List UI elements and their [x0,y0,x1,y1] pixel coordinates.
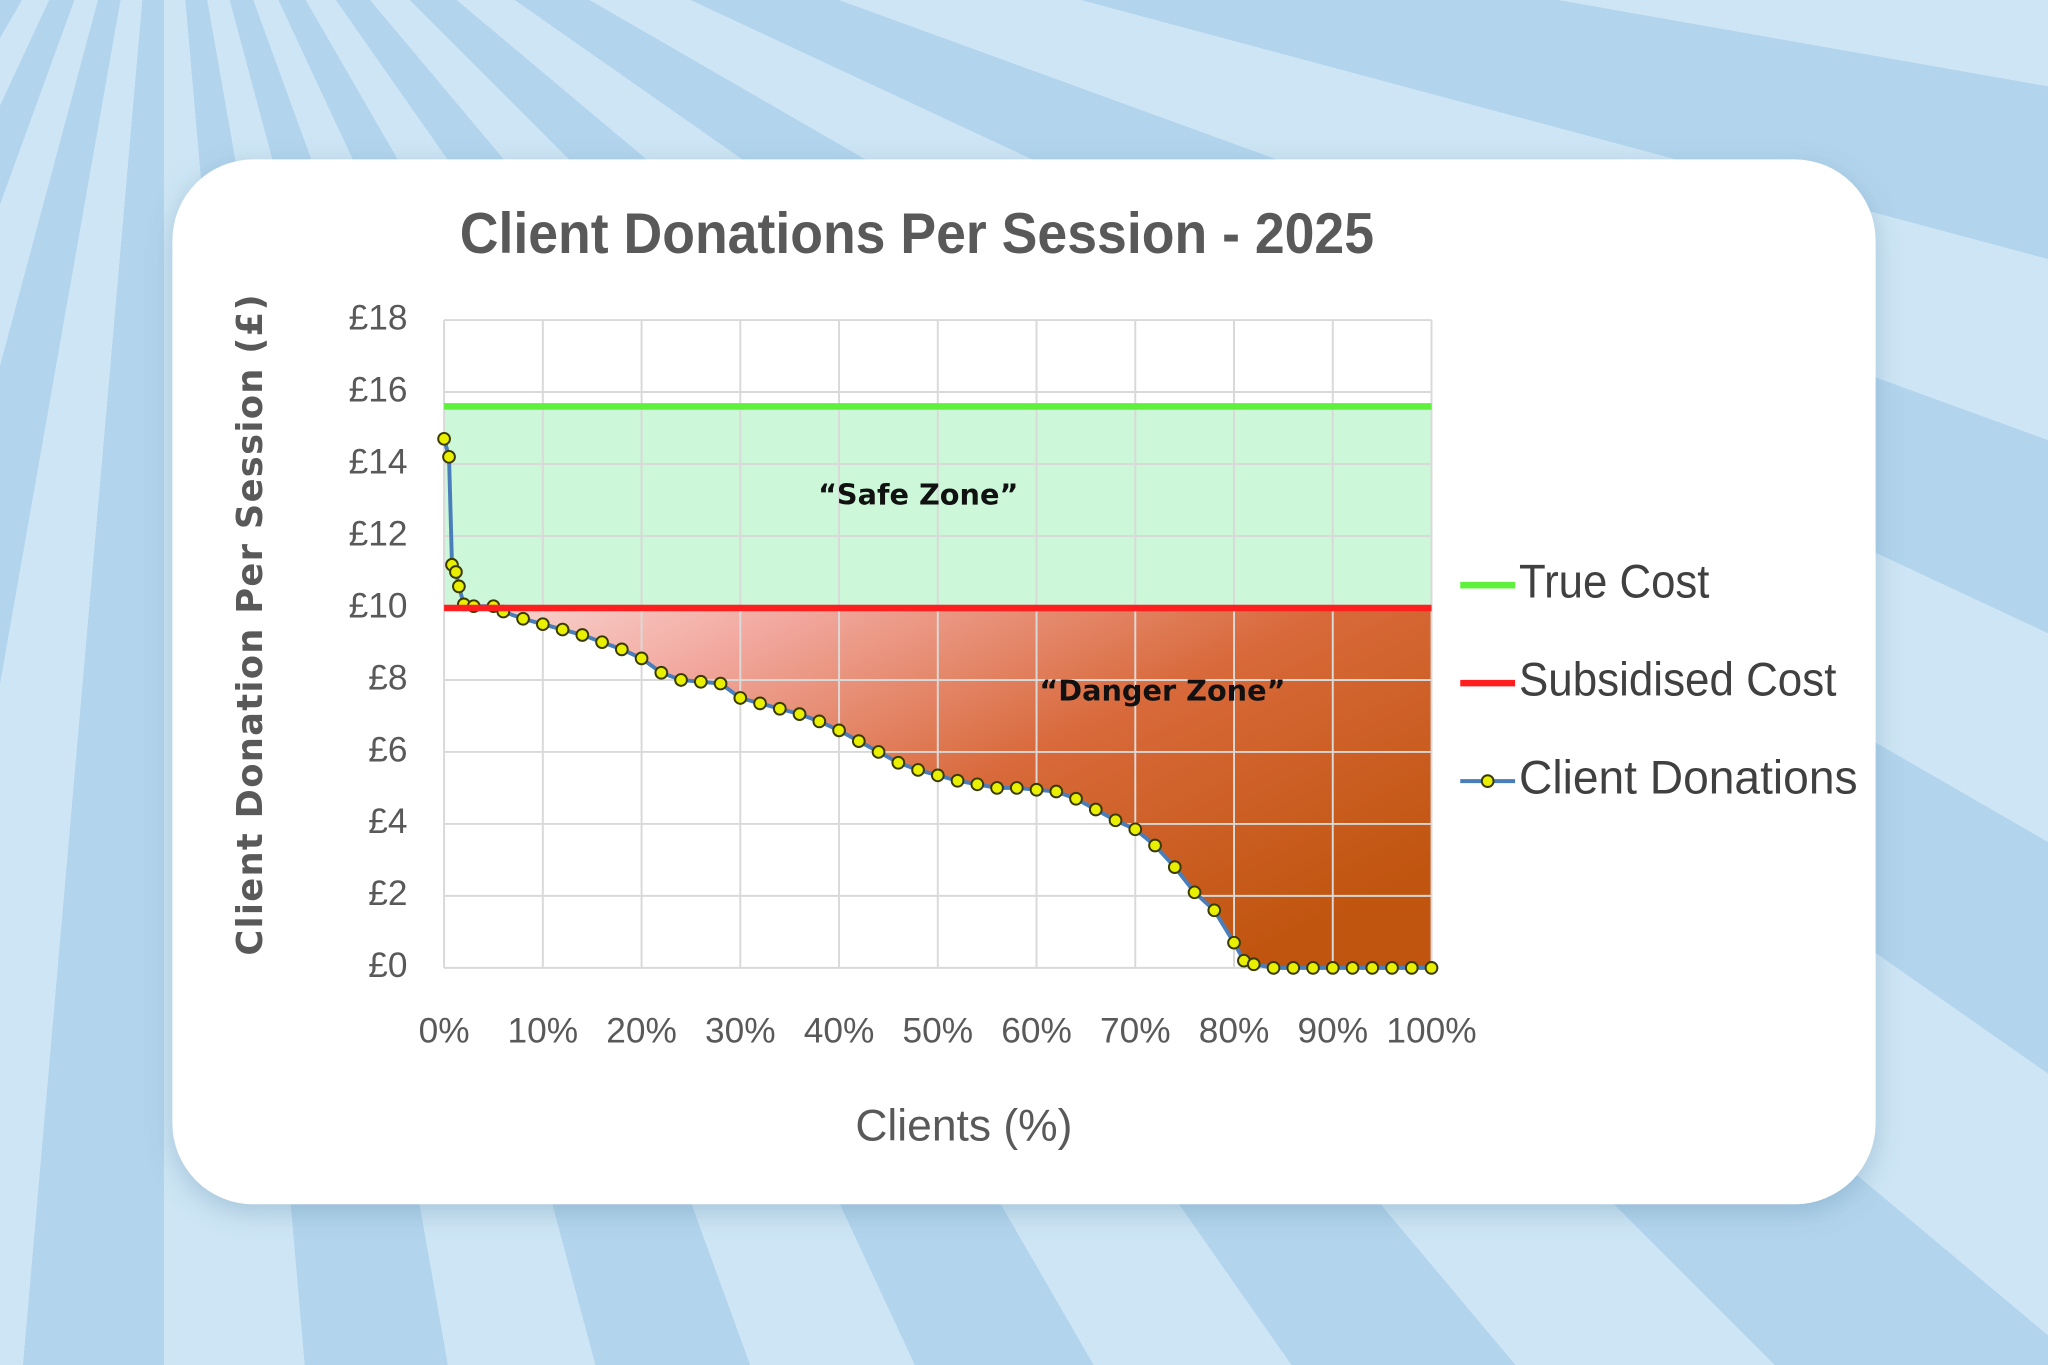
x-tick-label: 80% [1199,1012,1270,1051]
danger-zone-fill [496,607,1432,968]
data-point [1325,961,1340,975]
plot-area: £0 £2 £4 £6 £8 £10 £12 £14 £16 £18 0% 10% 20% 30% 40% 5… [349,298,1858,1050]
data-point [693,674,708,689]
annotation: “Danger Zone” [1039,673,1285,707]
x-tick-label: 40% [804,1012,875,1051]
y-tick-label: £6 [368,730,407,769]
data-point [950,773,965,788]
data-point [1069,791,1083,806]
y-tick-label: £8 [368,658,407,697]
data-point [1424,961,1439,975]
data-point [733,691,748,705]
data-point [1385,961,1399,975]
legend-label: Subsidised Cost [1519,653,1836,706]
data-point [1148,838,1162,853]
data-point [1187,885,1202,900]
legend-label: True Cost [1519,555,1709,608]
y-tick-label: £16 [349,370,408,409]
data-point [614,642,629,657]
data-point [449,565,463,579]
y-tick-label: £4 [368,802,407,841]
data-point [812,714,827,729]
data-point [1029,782,1044,797]
x-tick-label: 90% [1297,1012,1368,1051]
annotation: “Safe Zone” [818,477,1018,511]
data-point [832,723,846,738]
data-point [535,617,550,632]
chart-title: Client Donations Per Session - 2025 [460,202,1374,266]
x-tick-label: 10% [508,1012,579,1051]
data-point [437,431,451,446]
data-point [911,763,925,777]
data-point [930,768,945,783]
x-tick-label: 60% [1001,1012,1072,1051]
data-point [1286,961,1301,975]
y-axis-label: Client Donation Per Session (£) [230,293,271,956]
y-tick-label: £18 [349,298,408,337]
data-point [1049,784,1064,799]
data-point [634,651,649,666]
data-point [555,622,570,637]
data-point [970,777,985,792]
data-point [1088,802,1103,817]
y-tick-label: £0 [368,946,407,985]
legend-marker [1480,774,1495,788]
data-point [772,701,787,716]
y-tick-label: £10 [349,586,408,625]
data-point [654,665,669,680]
data-point [1404,961,1419,975]
data-point [753,696,767,711]
data-point [1128,822,1143,837]
x-tick-label: 50% [903,1012,974,1051]
data-point [1207,903,1222,918]
data-point [595,635,609,650]
legend-label: Client Donations [1519,751,1858,804]
data-point [442,449,456,464]
y-tick-label: £2 [368,874,407,913]
x-tick-label: 100% [1386,1012,1476,1051]
data-point [1345,961,1360,975]
data-point [891,755,906,770]
data-point [452,579,466,594]
data-point [990,781,1004,795]
data-point [1365,961,1380,975]
data-point [1246,957,1261,972]
data-point [1009,781,1024,795]
data-point [792,707,807,722]
x-tick-label: 20% [606,1012,677,1051]
data-point [851,734,866,749]
x-tick-label: 70% [1100,1012,1171,1051]
data-point [575,628,590,642]
data-point [1167,860,1182,874]
y-tick-label: £12 [349,514,408,553]
data-point [1227,935,1241,950]
y-tick-label: £14 [349,442,408,481]
data-point [674,673,688,687]
data-point [1266,961,1281,975]
data-point [1306,961,1320,975]
x-axis-label: Clients (%) [855,1101,1072,1150]
x-tick-label: 0% [419,1012,470,1051]
data-point [1108,813,1123,828]
data-point [713,676,728,691]
x-tick-label: 30% [705,1012,776,1051]
data-point [516,611,530,626]
data-point [871,745,886,759]
